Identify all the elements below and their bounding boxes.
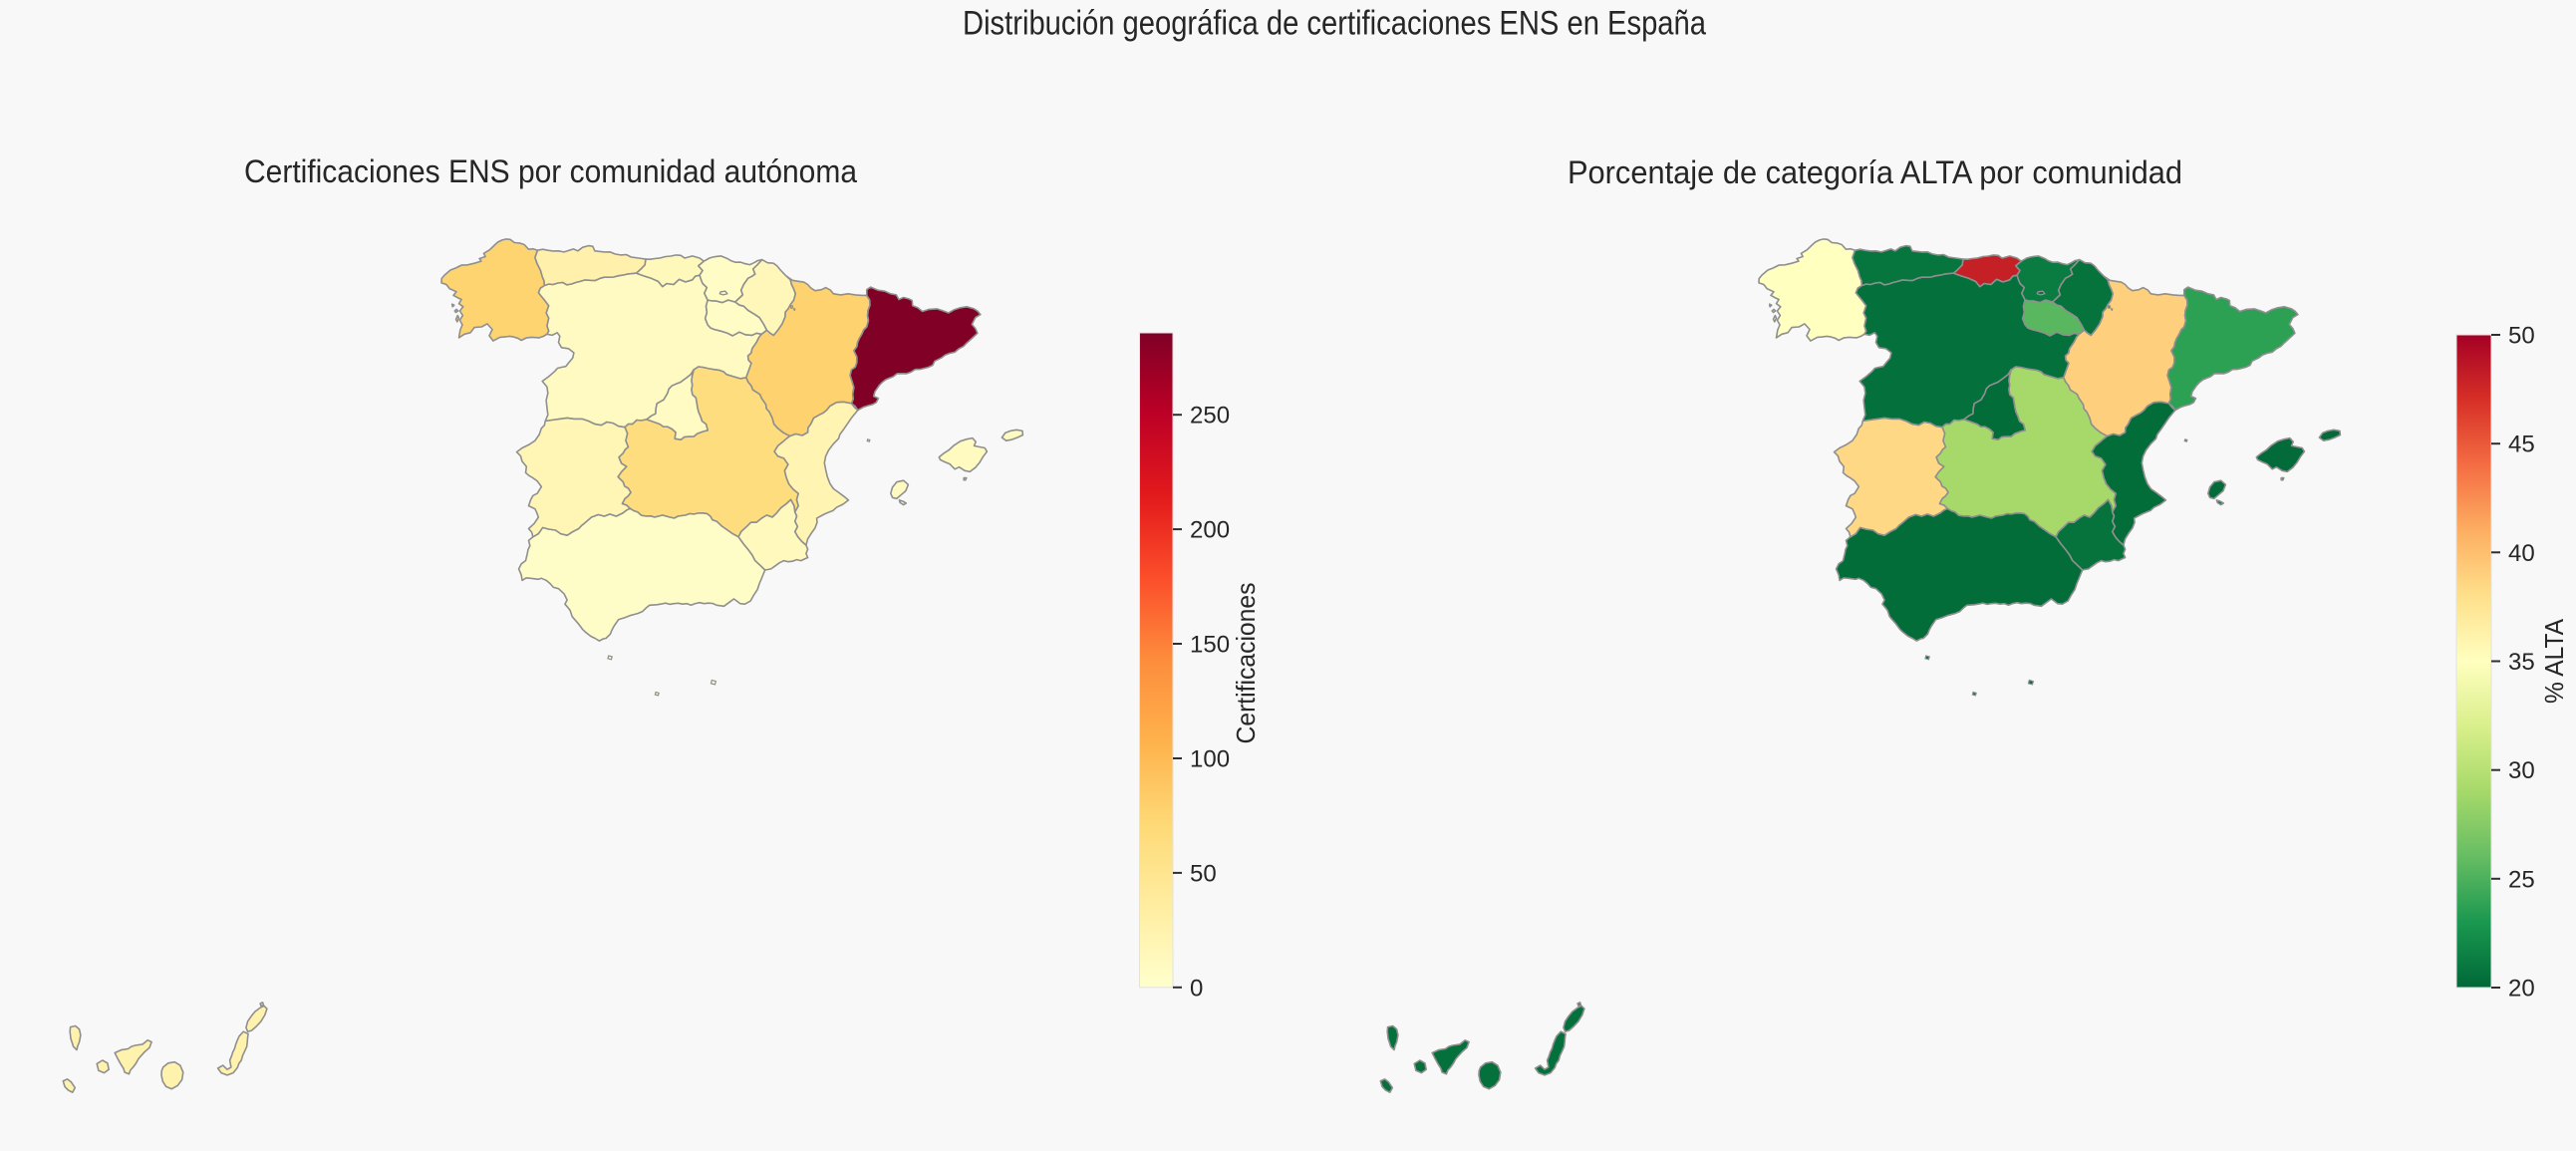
svg-text:150: 150 (1190, 632, 1230, 659)
svg-text:250: 250 (1190, 403, 1230, 430)
svg-text:Porcentaje de categoría ALTA p: Porcentaje de categoría ALTA por comunid… (1568, 154, 2182, 190)
svg-text:Certificaciones ENS por comuni: Certificaciones ENS por comunidad autóno… (244, 153, 857, 189)
svg-text:Distribución geográfica de cer: Distribución geográfica de certificacion… (963, 5, 1707, 43)
svg-text:100: 100 (1190, 746, 1230, 773)
svg-text:30: 30 (2508, 757, 2535, 784)
svg-text:35: 35 (2508, 649, 2535, 676)
svg-text:50: 50 (1190, 860, 1217, 887)
svg-text:200: 200 (1190, 517, 1230, 544)
svg-text:20: 20 (2508, 976, 2535, 1003)
svg-text:40: 40 (2508, 540, 2535, 567)
svg-text:50: 50 (2508, 323, 2535, 350)
svg-text:Certificaciones: Certificaciones (1231, 583, 1261, 744)
svg-text:0: 0 (1190, 975, 1203, 1002)
svg-text:45: 45 (2508, 432, 2535, 458)
svg-text:% ALTA: % ALTA (2539, 618, 2569, 704)
svg-text:25: 25 (2508, 866, 2535, 893)
